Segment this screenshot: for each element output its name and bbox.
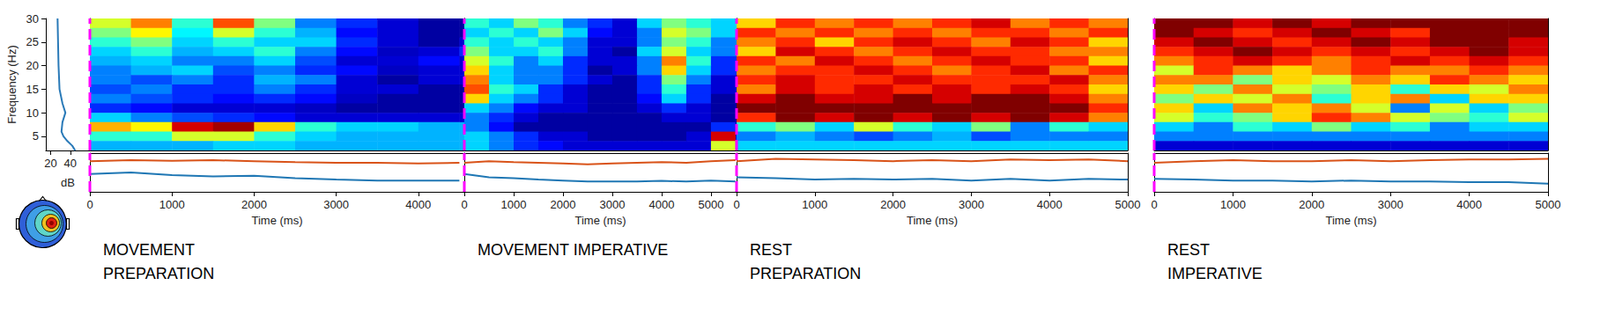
svg-text:REST: REST xyxy=(1167,241,1210,260)
svg-text:2000: 2000 xyxy=(549,198,576,212)
svg-text:Time (ms): Time (ms) xyxy=(251,214,303,228)
svg-text:1000: 1000 xyxy=(1220,198,1246,212)
svg-text:5000: 5000 xyxy=(697,198,724,212)
svg-text:4000: 4000 xyxy=(405,198,431,212)
svg-text:4000: 4000 xyxy=(1456,198,1482,212)
svg-text:Time (ms): Time (ms) xyxy=(1325,214,1377,228)
svg-text:20: 20 xyxy=(44,156,57,171)
svg-text:dB: dB xyxy=(60,176,75,190)
svg-text:Time (ms): Time (ms) xyxy=(906,214,958,228)
svg-text:30: 30 xyxy=(26,12,39,26)
svg-text:Time (ms): Time (ms) xyxy=(574,214,626,228)
svg-text:5000: 5000 xyxy=(1115,198,1141,212)
svg-text:3000: 3000 xyxy=(599,198,625,212)
svg-text:3000: 3000 xyxy=(323,198,349,212)
svg-text:1000: 1000 xyxy=(801,198,828,212)
svg-text:5: 5 xyxy=(32,129,39,143)
svg-text:3000: 3000 xyxy=(1377,198,1404,212)
svg-text:IMPERATIVE: IMPERATIVE xyxy=(1167,265,1263,283)
svg-text:REST: REST xyxy=(749,241,793,260)
svg-text:4000: 4000 xyxy=(1037,198,1063,212)
svg-text:10: 10 xyxy=(26,106,39,120)
svg-text:2000: 2000 xyxy=(241,198,267,212)
svg-text:25: 25 xyxy=(26,35,39,49)
svg-text:0: 0 xyxy=(460,198,467,212)
svg-text:Frequency (Hz): Frequency (Hz) xyxy=(5,44,19,125)
svg-text:40: 40 xyxy=(64,156,77,171)
svg-text:1000: 1000 xyxy=(159,198,186,212)
svg-text:2000: 2000 xyxy=(880,198,906,212)
svg-text:1000: 1000 xyxy=(501,198,527,212)
svg-text:5000: 5000 xyxy=(1535,198,1562,212)
svg-text:4000: 4000 xyxy=(648,198,675,212)
svg-text:MOVEMENT: MOVEMENT xyxy=(103,241,195,260)
svg-text:0: 0 xyxy=(1150,198,1157,212)
svg-text:0: 0 xyxy=(86,198,93,212)
svg-text:2000: 2000 xyxy=(1298,198,1325,212)
svg-text:0: 0 xyxy=(733,198,740,212)
svg-text:PREPARATION: PREPARATION xyxy=(103,265,215,283)
svg-text:PREPARATION: PREPARATION xyxy=(749,265,861,283)
svg-text:3000: 3000 xyxy=(958,198,985,212)
svg-text:15: 15 xyxy=(26,82,39,97)
svg-text:20: 20 xyxy=(26,59,39,73)
svg-text:MOVEMENT IMPERATIVE: MOVEMENT IMPERATIVE xyxy=(477,241,668,260)
